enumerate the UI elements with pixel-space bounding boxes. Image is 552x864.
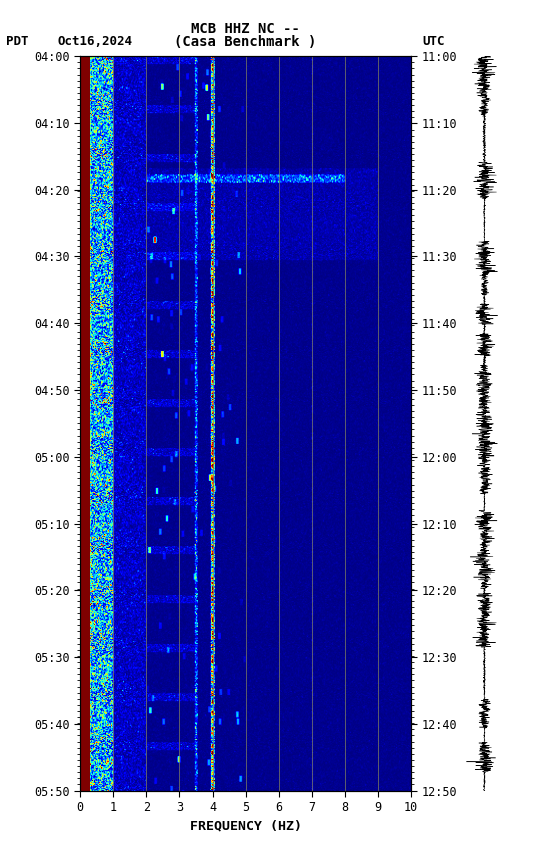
Text: (Casa Benchmark ): (Casa Benchmark ) — [174, 35, 317, 48]
X-axis label: FREQUENCY (HZ): FREQUENCY (HZ) — [190, 820, 301, 833]
Text: UTC: UTC — [422, 35, 445, 48]
Text: PDT: PDT — [6, 35, 28, 48]
Text: Oct16,2024: Oct16,2024 — [58, 35, 133, 48]
Text: MCB HHZ NC --: MCB HHZ NC -- — [191, 22, 300, 35]
